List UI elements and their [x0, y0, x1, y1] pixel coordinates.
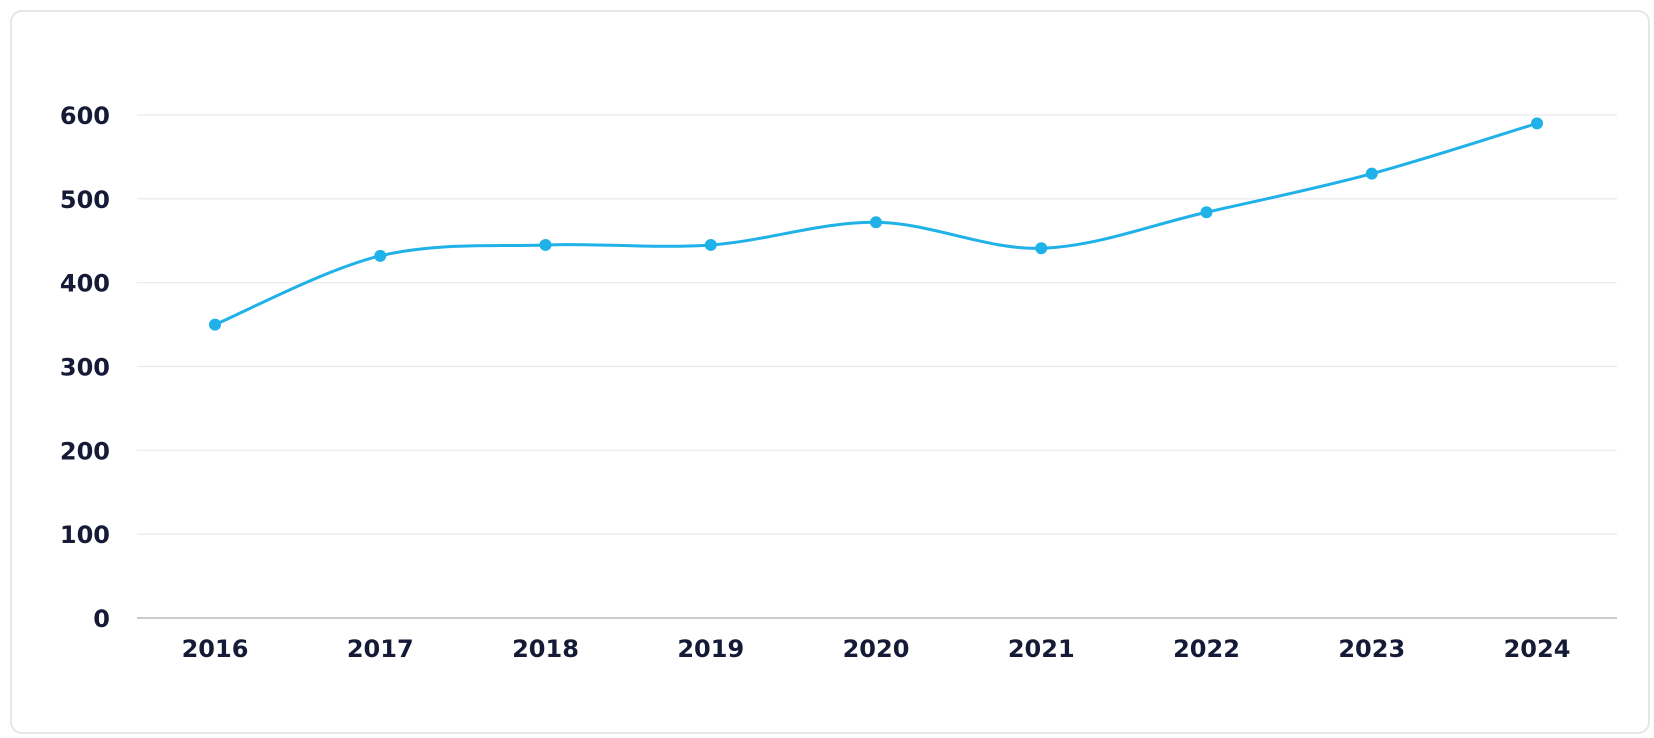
data-point-2024[interactable]: [1531, 117, 1543, 130]
x-tick-label: 2024: [1504, 635, 1571, 663]
y-axis-tick-labels: 0 100 200 300 400 500 600: [60, 102, 110, 633]
data-point-2021[interactable]: [1035, 242, 1048, 255]
x-tick-label: 2016: [182, 635, 249, 663]
x-axis-tick-labels: 2016 2017 2018 2019 2020 2021 2022 2023 2024: [182, 635, 1571, 663]
data-point-2019[interactable]: [704, 238, 717, 251]
y-tick-label: 0: [93, 605, 110, 633]
y-tick-label: 500: [60, 186, 110, 214]
chart-card: [10, 10, 1650, 734]
data-point-2017[interactable]: [374, 249, 387, 262]
grid-lines: [137, 114, 1617, 619]
x-tick-label: 2017: [347, 635, 414, 663]
y-tick-label: 200: [60, 437, 110, 465]
x-tick-label: 2020: [843, 635, 910, 663]
data-points: [209, 117, 1543, 331]
y-tick-label: 600: [60, 102, 110, 130]
data-point-2016[interactable]: [209, 318, 221, 331]
y-tick-label: 100: [60, 521, 110, 549]
x-tick-label: 2021: [1008, 635, 1075, 663]
x-tick-label: 2019: [677, 635, 744, 663]
data-point-2023[interactable]: [1365, 167, 1378, 180]
data-point-2020[interactable]: [870, 216, 882, 229]
x-tick-label: 2023: [1338, 635, 1405, 663]
data-point-2018[interactable]: [539, 238, 552, 251]
x-tick-label: 2018: [512, 635, 579, 663]
y-tick-label: 300: [60, 354, 110, 382]
x-tick-label: 2022: [1173, 635, 1240, 663]
data-point-2022[interactable]: [1200, 206, 1213, 219]
y-tick-label: 400: [60, 270, 110, 298]
